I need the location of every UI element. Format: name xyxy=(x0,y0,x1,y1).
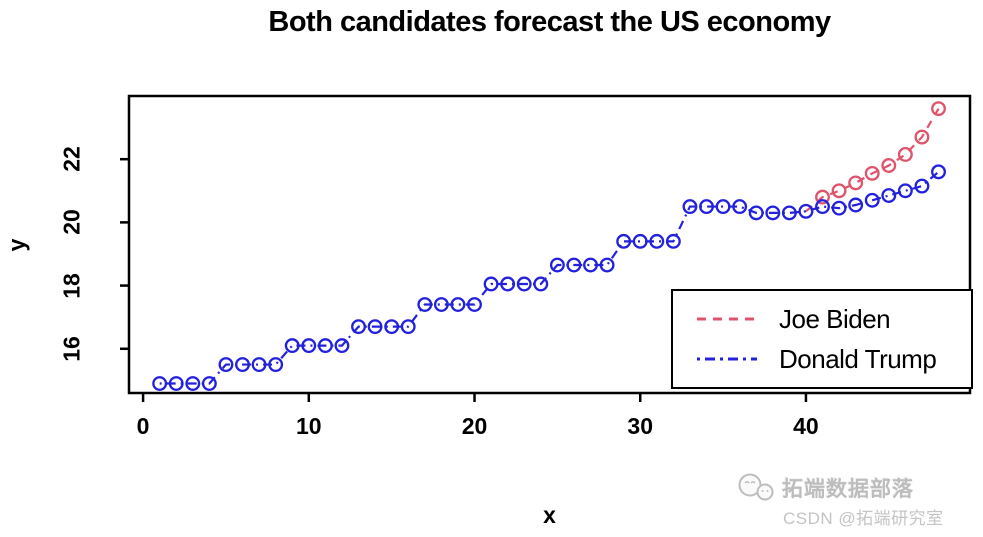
data-point-marker xyxy=(831,200,847,216)
data-point-marker xyxy=(632,233,648,249)
data-point-marker xyxy=(649,233,665,249)
plot-border xyxy=(127,94,972,395)
data-point-marker xyxy=(848,175,864,191)
data-point-marker xyxy=(367,319,383,335)
data-point-marker xyxy=(152,376,168,391)
data-point-marker xyxy=(914,129,930,145)
data-point-marker xyxy=(815,199,830,215)
data-point-marker xyxy=(549,257,565,273)
data-point-marker xyxy=(317,338,333,354)
data-point-marker xyxy=(201,376,217,391)
data-point-marker xyxy=(815,189,830,205)
data-point-marker xyxy=(732,199,748,215)
data-point-marker xyxy=(748,205,764,221)
y-tick-label: 16 xyxy=(58,335,85,362)
x-tick-label: 0 xyxy=(136,413,150,439)
data-point-marker xyxy=(583,257,598,273)
data-point-marker xyxy=(914,178,930,194)
legend-label-trump: Donald Trump xyxy=(779,343,937,374)
data-point-marker xyxy=(185,376,201,391)
data-point-marker xyxy=(284,338,300,354)
legend-line-sample-trump xyxy=(697,357,757,361)
data-point-marker xyxy=(351,319,366,335)
data-point-marker xyxy=(450,297,466,312)
data-point-marker xyxy=(931,101,946,117)
data-point-marker xyxy=(301,338,317,354)
data-point-marker xyxy=(400,319,416,335)
watermark: 拓端数据部落 CSDN @拓端研究室 xyxy=(735,472,980,529)
data-point-marker xyxy=(897,147,913,162)
x-tick-label: 30 xyxy=(627,413,654,439)
legend-item-biden: Joe Biden xyxy=(673,304,971,335)
chart-title: Both candidates forecast the US economy xyxy=(268,6,831,38)
data-point-marker xyxy=(533,276,549,292)
data-point-marker xyxy=(831,183,847,199)
x-tick-label: 10 xyxy=(296,413,322,439)
data-point-marker xyxy=(516,276,532,292)
data-point-marker xyxy=(897,183,913,199)
data-point-marker xyxy=(715,199,731,215)
data-point-marker xyxy=(765,205,781,221)
data-point-marker xyxy=(235,357,250,373)
data-point-marker xyxy=(599,257,615,273)
data-point-marker xyxy=(848,197,864,213)
data-point-marker xyxy=(467,297,482,312)
data-point-marker xyxy=(168,376,184,391)
data-point-marker xyxy=(483,276,499,292)
data-point-marker xyxy=(798,203,814,219)
data-point-marker xyxy=(500,276,516,292)
watermark-brand-row: 拓端数据部落 xyxy=(735,472,980,504)
chart-legend: Joe Biden Donald Trump xyxy=(671,289,973,389)
data-point-marker xyxy=(334,338,350,354)
data-point-marker xyxy=(566,257,582,273)
data-point-marker xyxy=(616,233,632,249)
data-point-marker xyxy=(699,199,714,215)
data-point-marker xyxy=(864,165,880,181)
data-point-marker xyxy=(864,192,880,208)
y-tick-label: 20 xyxy=(58,209,85,236)
data-point-marker xyxy=(665,233,681,249)
data-point-marker xyxy=(682,199,698,215)
data-point-marker xyxy=(251,357,267,373)
watermark-csdn: CSDN @拓端研究室 xyxy=(783,509,944,528)
data-point-marker xyxy=(931,164,946,180)
data-point-marker xyxy=(881,188,897,203)
series-line-joe-biden xyxy=(805,108,940,213)
wechat-icon xyxy=(738,473,774,501)
watermark-brand: 拓端数据部落 xyxy=(782,478,914,501)
data-point-marker xyxy=(433,297,449,312)
legend-item-trump: Donald Trump xyxy=(673,344,971,375)
data-point-marker xyxy=(384,319,400,335)
x-axis-title: x xyxy=(543,502,556,528)
data-point-marker xyxy=(417,297,433,312)
legend-label-biden: Joe Biden xyxy=(779,303,891,334)
y-tick-label: 22 xyxy=(58,146,85,172)
data-point-marker xyxy=(218,357,234,373)
data-point-marker xyxy=(268,357,284,373)
x-tick-label: 40 xyxy=(793,413,819,439)
y-tick-label: 18 xyxy=(58,272,85,299)
legend-line-sample-biden xyxy=(697,317,757,321)
x-tick-label: 20 xyxy=(461,413,488,439)
y-axis-title: y xyxy=(3,238,30,252)
data-point-marker xyxy=(881,158,897,173)
data-point-marker xyxy=(781,205,797,221)
